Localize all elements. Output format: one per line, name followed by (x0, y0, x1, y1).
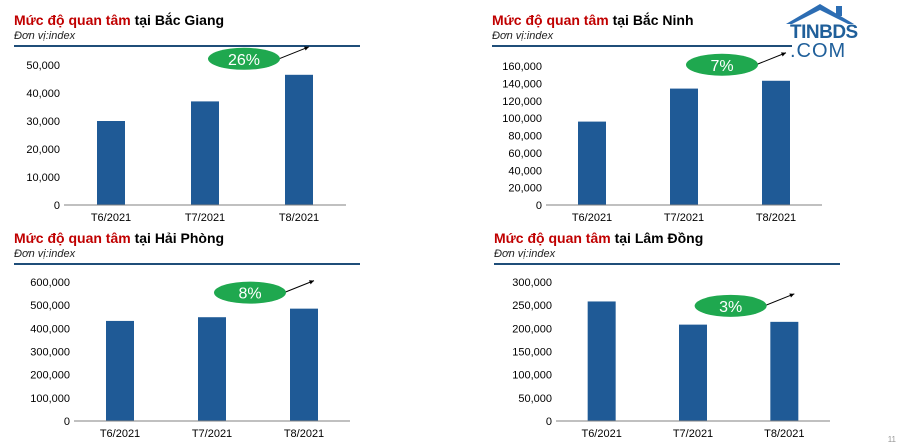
change-badge (214, 281, 286, 304)
x-tick-label: T7/2021 (673, 428, 713, 440)
bar (679, 324, 707, 421)
y-tick-label: 0 (54, 200, 60, 212)
chart-title-highlight: Mức độ quan tâm (14, 230, 131, 246)
y-tick-label: 60,000 (508, 148, 542, 160)
y-tick-label: 40,000 (508, 165, 542, 177)
x-tick-label: T8/2021 (764, 428, 804, 440)
bar (290, 308, 318, 421)
y-tick-label: 150,000 (512, 347, 552, 359)
y-tick-label: 0 (64, 416, 70, 428)
bar-chart-lam-dong: 0 50,000 100,000 150,000 200,000 250,000 300,0… (512, 277, 830, 440)
chart-title: Mức độ quan tâm tại Hải Phòng (14, 230, 224, 246)
y-tick-label: 600,000 (30, 277, 70, 289)
y-tick-label: 30,000 (26, 116, 60, 128)
bar (578, 121, 606, 205)
title-rule (14, 45, 360, 47)
y-tick-label: 400,000 (30, 323, 70, 335)
change-badge (686, 53, 758, 76)
chart-unit: Đơn vị:index (14, 248, 76, 260)
y-tick-label: 160,000 (502, 61, 542, 73)
bar (97, 121, 125, 205)
bar (285, 74, 313, 205)
y-tick-label: 100,000 (512, 370, 552, 382)
y-tick-label: 120,000 (502, 96, 542, 108)
change-badge-label: 3% (719, 299, 742, 316)
x-tick-label: T6/2021 (581, 428, 621, 440)
chart-title-highlight: Mức độ quan tâm (14, 12, 131, 28)
y-tick-label: 100,000 (502, 113, 542, 125)
chart-title: Mức độ quan tâm tại Lâm Đồng (494, 230, 703, 246)
chart-title: Mức độ quan tâm tại Bắc Ninh (492, 12, 694, 28)
trend-arrow-head (781, 52, 786, 57)
title-rule (492, 45, 792, 47)
y-tick-label: 50,000 (518, 393, 552, 405)
y-tick-label: 40,000 (26, 88, 60, 100)
y-tick-label: 20,000 (508, 183, 542, 195)
y-tick-label: 300,000 (512, 277, 552, 289)
x-tick-label: T6/2021 (100, 428, 140, 440)
bar (770, 321, 799, 421)
y-tick-label: 0 (546, 416, 552, 428)
title-rule (494, 263, 840, 265)
house-icon (786, 4, 854, 24)
bar (587, 301, 616, 421)
change-badge-label: 8% (238, 286, 261, 303)
change-badge (694, 294, 767, 317)
logo-text-bottom: .COM (790, 40, 847, 62)
y-tick-label: 200,000 (512, 323, 552, 335)
chart-unit: Đơn vị:index (492, 30, 554, 42)
chart-panel-lam-dong: Mức độ quan tâm tại Lâm Đồng Đơn vị:inde… (494, 230, 840, 444)
chart-title-region: tại Hải Phòng (130, 230, 225, 246)
bar (191, 101, 219, 205)
change-badge (208, 47, 280, 70)
page-number: 11 (887, 435, 896, 444)
chart-unit: Đơn vị:index (494, 248, 556, 260)
x-tick-label: T8/2021 (284, 428, 324, 440)
x-tick-label: T7/2021 (192, 428, 232, 440)
y-tick-label: 10,000 (26, 172, 60, 184)
trend-arrow-head (309, 280, 314, 285)
title-rule (14, 263, 360, 265)
chart-title: Mức độ quan tâm tại Bắc Giang (14, 12, 224, 28)
chart-unit: Đơn vị:index (14, 30, 76, 42)
bar-chart-bac-ninh: 0 20,000 40,000 60,000 80,000 100,000 120,000 1… (502, 52, 822, 224)
y-tick-label: 50,000 (26, 60, 60, 72)
chart-panel-hai-phong: Mức độ quan tâm tại Hải Phòng Đơn vị:ind… (14, 230, 360, 444)
y-tick-label: 250,000 (512, 300, 552, 312)
site-logo: TINBDS .COM (782, 2, 858, 66)
bar (198, 317, 226, 421)
logo-text-top: TINBDS (790, 22, 858, 43)
bar (670, 88, 698, 205)
y-tick-label: 100,000 (30, 393, 70, 405)
trend-arrow-head (304, 46, 309, 51)
chart-title-region: tại Lâm Đồng (610, 230, 704, 246)
chart-title-region: tại Bắc Giang (130, 12, 225, 28)
y-tick-label: 500,000 (30, 300, 70, 312)
x-tick-label: T7/2021 (185, 212, 225, 224)
chart-panel-bac-giang: Mức độ quan tâm tại Bắc Giang Đơn vị:ind… (14, 12, 360, 226)
chart-title-highlight: Mức độ quan tâm (492, 12, 609, 28)
bar-chart-bac-giang: 0 10,000 20,000 30,000 40,000 50,000 T6/2021 T7… (26, 46, 346, 224)
x-tick-label: T6/2021 (572, 212, 612, 224)
x-tick-label: T7/2021 (664, 212, 704, 224)
chart-panel-bac-ninh: Mức độ quan tâm tại Bắc Ninh Đơn vị:inde… (492, 12, 838, 226)
chart-title-region: tại Bắc Ninh (608, 12, 694, 28)
x-tick-label: T6/2021 (91, 212, 131, 224)
bar-chart-hai-phong: 0 100,000 200,000 300,000 400,000 500,000 600,… (30, 277, 350, 440)
bar (762, 80, 790, 205)
y-tick-label: 0 (536, 200, 542, 212)
y-tick-label: 200,000 (30, 370, 70, 382)
change-badge-label: 26% (228, 52, 260, 69)
y-tick-label: 140,000 (502, 78, 542, 90)
x-tick-label: T8/2021 (756, 212, 796, 224)
chart-title-highlight: Mức độ quan tâm (494, 230, 611, 246)
bar (106, 320, 134, 421)
trend-arrow-head (789, 293, 795, 298)
change-badge-label: 7% (710, 58, 733, 75)
y-tick-label: 20,000 (26, 144, 60, 156)
y-tick-label: 300,000 (30, 347, 70, 359)
y-tick-label: 80,000 (508, 131, 542, 143)
x-tick-label: T8/2021 (279, 212, 319, 224)
